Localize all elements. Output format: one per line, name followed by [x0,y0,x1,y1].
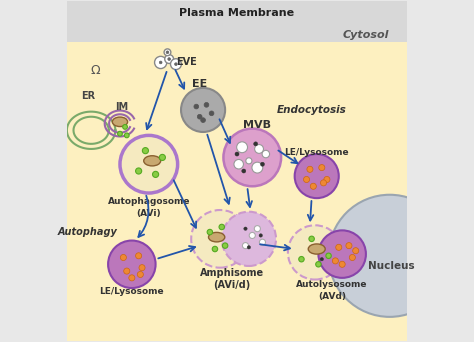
Circle shape [166,51,169,54]
Text: EVE: EVE [176,57,197,67]
Circle shape [332,258,338,264]
Circle shape [129,275,135,281]
Circle shape [326,253,331,259]
Circle shape [207,229,212,235]
Circle shape [299,256,304,262]
Circle shape [120,254,127,261]
Circle shape [191,210,249,268]
Circle shape [209,111,214,116]
Circle shape [142,148,148,154]
FancyBboxPatch shape [67,1,407,42]
Circle shape [309,236,314,241]
Circle shape [136,168,142,174]
Text: (AVd): (AVd) [318,292,346,301]
Text: IM: IM [115,102,128,111]
Circle shape [244,227,247,231]
Text: Autophagy: Autophagy [58,227,118,237]
Circle shape [336,244,342,250]
Text: Plasma Membrane: Plasma Membrane [180,8,294,18]
Ellipse shape [112,117,128,127]
Circle shape [319,231,366,278]
Circle shape [320,180,327,186]
Circle shape [249,233,255,238]
Circle shape [222,243,228,248]
Circle shape [222,212,276,266]
Text: Ω: Ω [91,64,100,77]
Circle shape [259,234,263,237]
Circle shape [307,166,313,172]
Circle shape [219,224,225,230]
Circle shape [247,246,251,249]
Circle shape [212,246,218,252]
Circle shape [168,58,171,61]
Circle shape [124,133,129,138]
Circle shape [319,165,325,171]
Ellipse shape [209,233,225,242]
Circle shape [153,171,159,177]
Circle shape [246,158,252,164]
Circle shape [349,254,356,261]
Circle shape [259,239,265,245]
Text: Autolysosome: Autolysosome [296,280,368,289]
Circle shape [254,142,258,146]
Circle shape [124,268,130,274]
Circle shape [324,176,330,183]
Circle shape [197,114,202,119]
FancyBboxPatch shape [67,42,407,341]
Circle shape [123,124,128,129]
Text: Autophagosome: Autophagosome [108,197,190,206]
Circle shape [260,162,264,166]
Circle shape [174,63,177,66]
Circle shape [346,242,352,249]
Circle shape [204,103,209,107]
Circle shape [316,262,321,267]
Circle shape [234,159,244,169]
Circle shape [159,61,162,64]
Circle shape [120,135,178,193]
Circle shape [310,183,316,189]
Circle shape [353,248,359,254]
Text: Nucleus: Nucleus [368,261,415,271]
Circle shape [339,261,345,267]
Text: (AVi): (AVi) [137,209,161,218]
Circle shape [108,240,155,288]
Circle shape [320,258,323,261]
Text: LE/Lysosome: LE/Lysosome [100,287,164,296]
Circle shape [295,154,339,198]
Circle shape [237,142,247,153]
Ellipse shape [308,244,325,254]
Circle shape [136,253,142,259]
Circle shape [303,176,310,183]
Ellipse shape [144,156,161,166]
Circle shape [137,272,143,277]
Text: ER: ER [81,91,95,101]
Circle shape [242,169,246,173]
Circle shape [262,150,270,158]
Text: Amphisome: Amphisome [200,268,264,278]
Circle shape [288,225,342,279]
Text: (AVi/d): (AVi/d) [213,280,251,290]
Circle shape [159,154,165,160]
Text: LE/Lysosome: LE/Lysosome [284,148,349,157]
Circle shape [201,118,205,122]
Circle shape [254,226,260,232]
Circle shape [139,265,145,271]
Text: EE: EE [192,79,207,90]
Text: MVB: MVB [243,120,271,130]
Circle shape [223,129,281,186]
Circle shape [165,55,173,64]
Text: Endocytosis: Endocytosis [277,105,346,115]
Circle shape [255,145,264,153]
Circle shape [328,195,451,317]
Circle shape [194,104,199,109]
Text: Cytosol: Cytosol [343,30,389,40]
Circle shape [155,56,167,68]
Circle shape [252,162,263,173]
Circle shape [164,49,171,56]
Circle shape [242,242,248,249]
Circle shape [171,59,182,69]
Circle shape [235,152,239,156]
Circle shape [181,88,225,132]
Circle shape [118,131,122,136]
